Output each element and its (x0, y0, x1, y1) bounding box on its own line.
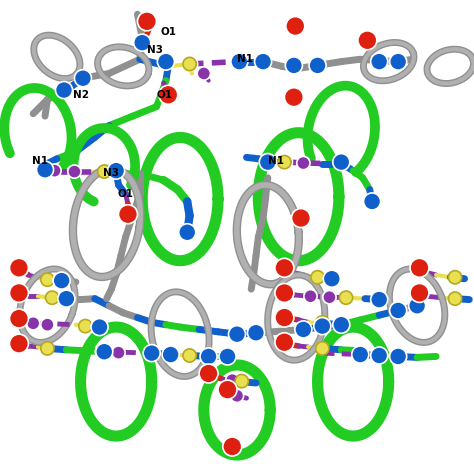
Circle shape (290, 18, 303, 31)
Circle shape (259, 154, 276, 171)
Circle shape (226, 374, 239, 387)
Circle shape (390, 348, 407, 365)
Circle shape (27, 317, 40, 330)
Circle shape (48, 164, 61, 177)
Circle shape (410, 283, 429, 302)
Circle shape (162, 346, 179, 363)
Circle shape (96, 343, 113, 360)
Circle shape (9, 258, 28, 277)
Text: N1: N1 (32, 156, 48, 166)
Circle shape (197, 67, 210, 80)
Circle shape (140, 13, 154, 27)
Circle shape (314, 318, 331, 335)
Circle shape (309, 57, 326, 74)
Circle shape (316, 316, 329, 329)
Circle shape (339, 291, 353, 304)
Text: N1: N1 (237, 54, 253, 64)
Text: O1: O1 (118, 189, 134, 200)
Circle shape (333, 154, 350, 171)
Circle shape (275, 333, 294, 352)
Circle shape (184, 57, 198, 71)
Circle shape (371, 53, 388, 70)
Circle shape (157, 53, 174, 70)
Circle shape (352, 346, 369, 363)
Text: N2: N2 (73, 90, 90, 100)
Circle shape (255, 53, 272, 70)
Circle shape (295, 321, 312, 338)
Circle shape (323, 291, 336, 304)
Circle shape (275, 258, 294, 277)
Circle shape (333, 316, 350, 333)
Circle shape (311, 271, 324, 284)
Circle shape (409, 297, 426, 314)
Circle shape (304, 290, 317, 303)
Circle shape (46, 291, 59, 304)
Text: N3: N3 (103, 168, 119, 178)
Circle shape (68, 165, 81, 178)
Circle shape (275, 283, 294, 302)
Circle shape (448, 271, 462, 284)
Circle shape (285, 57, 302, 74)
Circle shape (91, 319, 108, 336)
Circle shape (279, 155, 292, 169)
Circle shape (358, 31, 377, 50)
Circle shape (112, 346, 125, 359)
Text: O1: O1 (160, 27, 176, 37)
Text: N1: N1 (268, 156, 284, 166)
Circle shape (275, 308, 294, 327)
Circle shape (200, 348, 217, 365)
Circle shape (448, 292, 462, 305)
Circle shape (371, 291, 388, 308)
Circle shape (41, 273, 54, 286)
Circle shape (74, 70, 91, 87)
Circle shape (390, 302, 407, 319)
Circle shape (316, 342, 329, 355)
Circle shape (134, 34, 151, 51)
Circle shape (118, 205, 137, 224)
Circle shape (53, 272, 70, 289)
Circle shape (286, 17, 305, 36)
Circle shape (9, 334, 28, 353)
Circle shape (231, 53, 248, 70)
Circle shape (137, 12, 156, 31)
Circle shape (55, 82, 73, 99)
Circle shape (235, 374, 248, 388)
Circle shape (297, 156, 310, 170)
Circle shape (159, 85, 178, 104)
Circle shape (143, 345, 160, 362)
Circle shape (58, 290, 75, 307)
Text: O1: O1 (156, 90, 173, 100)
Circle shape (256, 55, 270, 68)
Circle shape (183, 349, 196, 362)
Circle shape (230, 389, 244, 402)
Circle shape (284, 88, 303, 107)
Circle shape (9, 309, 28, 328)
Circle shape (79, 319, 92, 333)
Circle shape (371, 347, 388, 364)
Circle shape (364, 193, 381, 210)
Circle shape (247, 324, 264, 341)
Circle shape (41, 318, 54, 331)
Circle shape (223, 437, 242, 456)
Circle shape (199, 364, 218, 383)
Circle shape (183, 57, 196, 71)
Circle shape (218, 380, 237, 399)
Circle shape (179, 224, 196, 241)
Circle shape (108, 162, 125, 179)
Circle shape (228, 326, 246, 343)
Circle shape (410, 258, 429, 277)
Circle shape (278, 155, 291, 169)
Text: N3: N3 (147, 45, 163, 55)
Circle shape (41, 342, 54, 355)
Circle shape (219, 348, 236, 365)
Circle shape (323, 270, 340, 287)
Circle shape (95, 345, 109, 358)
Circle shape (292, 209, 310, 228)
Circle shape (36, 161, 54, 178)
Circle shape (9, 283, 28, 302)
Circle shape (390, 53, 407, 70)
Circle shape (98, 165, 111, 178)
